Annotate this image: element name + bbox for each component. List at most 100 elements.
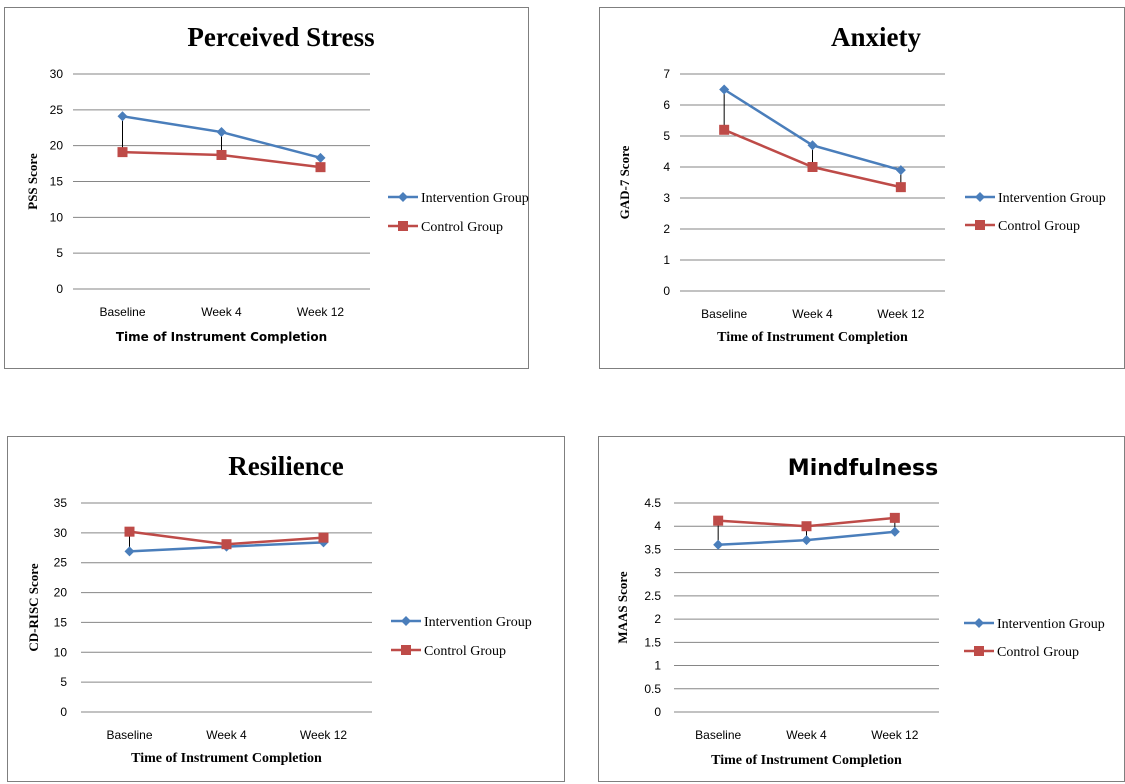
- data-point-control-group: [221, 539, 232, 550]
- x-axis-label: Time of Instrument Completion: [131, 751, 322, 766]
- x-tick-label: Baseline: [701, 307, 747, 321]
- chart-panel-mindfulness: Mindfulness 0 0.5 1 1.5 2 2.5 3 3.5 4 4.5 Baseline W…: [598, 436, 1125, 782]
- y-tick-label: 30: [50, 67, 64, 81]
- data-point-control-group: [117, 147, 128, 158]
- y-tick-label: 15: [50, 175, 64, 189]
- data-point-control-group: [315, 162, 326, 173]
- y-tick-label: 2: [654, 612, 661, 626]
- data-point-intervention-group: [719, 84, 730, 95]
- y-tick-label: 5: [56, 246, 63, 260]
- legend-label: Intervention Group: [998, 191, 1106, 206]
- legend-label: Intervention Group: [424, 615, 532, 630]
- y-tick-label: 1: [654, 659, 661, 673]
- data-point-control-group: [895, 182, 906, 193]
- data-point-control-group: [889, 512, 900, 523]
- y-tick-label: 3: [663, 191, 670, 205]
- legend-label: Control Group: [997, 645, 1079, 660]
- y-tick-label: 20: [50, 139, 64, 153]
- y-tick-label: 6: [663, 98, 670, 112]
- legend-marker: [975, 220, 985, 230]
- y-tick-label: 0: [663, 284, 670, 298]
- data-point-intervention-group: [117, 111, 128, 122]
- y-axis-label: MAAS Score: [615, 571, 630, 644]
- y-tick-label: 0: [56, 282, 63, 296]
- y-axis-label: PSS Score: [25, 153, 40, 210]
- data-point-intervention-group: [124, 546, 135, 557]
- legend-label: Intervention Group: [421, 191, 529, 206]
- legend-label: Control Group: [421, 220, 503, 235]
- chart-anxiety: Anxiety 0 1 2 3 4 5 6 7 Baseline Week 4 Week 12 Time…: [617, 22, 1106, 345]
- data-point-control-group: [216, 149, 227, 160]
- y-tick-label: 3: [654, 566, 661, 580]
- legend-marker: [974, 618, 984, 628]
- data-point-intervention-group: [801, 535, 812, 546]
- chart-title: Perceived Stress: [187, 22, 374, 52]
- x-tick-label: Week 12: [877, 307, 924, 321]
- data-point-intervention-group: [216, 127, 227, 138]
- chart-panel-anxiety: Anxiety 0 1 2 3 4 5 6 7 Baseline Week 4 Week 12 Time…: [599, 7, 1125, 369]
- y-tick-label: 7: [663, 67, 670, 81]
- y-tick-label: 25: [54, 556, 68, 570]
- x-tick-label: Week 4: [786, 728, 827, 742]
- x-axis-label: Time of Instrument Completion: [116, 330, 327, 344]
- y-axis-label: GAD-7 Score: [617, 145, 632, 219]
- data-point-intervention-group: [889, 526, 900, 537]
- y-tick-label: 25: [50, 103, 64, 117]
- chart-panel-perceived-stress: Perceived Stress 0 5 10 15 20 25 30 Baseline Week…: [4, 7, 529, 369]
- y-tick-label: 5: [663, 129, 670, 143]
- y-axis-label: CD-RISC Score: [26, 563, 41, 651]
- y-tick-label: 10: [50, 210, 64, 224]
- y-tick-label: 0: [654, 705, 661, 719]
- y-tick-label: 4: [654, 519, 661, 533]
- chart-title: Mindfulness: [788, 456, 938, 481]
- legend-label: Intervention Group: [997, 617, 1105, 632]
- legend-marker: [398, 221, 408, 231]
- x-tick-label: Week 12: [300, 728, 347, 742]
- y-tick-label: 2.5: [644, 589, 661, 603]
- y-tick-label: 3.5: [644, 542, 661, 556]
- data-point-control-group: [124, 526, 135, 537]
- data-point-intervention-group: [807, 140, 818, 151]
- y-tick-label: 1: [663, 253, 670, 267]
- legend-marker: [401, 616, 411, 626]
- y-tick-label: 1.5: [644, 635, 661, 649]
- y-tick-label: 4.5: [644, 496, 661, 510]
- data-point-control-group: [719, 124, 730, 135]
- x-tick-label: Baseline: [106, 728, 152, 742]
- y-tick-label: 30: [54, 526, 68, 540]
- y-tick-label: 20: [54, 586, 68, 600]
- data-point-intervention-group: [315, 152, 326, 163]
- data-point-control-group: [713, 515, 724, 526]
- legend-label: Control Group: [424, 644, 506, 659]
- x-tick-label: Week 4: [792, 307, 833, 321]
- y-tick-label: 5: [60, 675, 67, 689]
- data-point-control-group: [318, 532, 329, 543]
- y-tick-label: 0: [60, 705, 67, 719]
- x-tick-label: Week 12: [871, 728, 918, 742]
- x-tick-label: Week 12: [297, 305, 344, 319]
- chart-perceived-stress: Perceived Stress 0 5 10 15 20 25 30 Baseline Week…: [25, 22, 529, 344]
- data-point-control-group: [801, 521, 812, 532]
- chart-panel-resilience: Resilience 0 5 10 15 20 25 30 35 Baseline Week 4 We…: [7, 436, 565, 782]
- legend-marker: [401, 645, 411, 655]
- chart-resilience: Resilience 0 5 10 15 20 25 30 35 Baseline Week 4 We…: [26, 451, 532, 766]
- legend-marker: [398, 192, 408, 202]
- x-tick-label: Baseline: [695, 728, 741, 742]
- x-axis-label: Time of Instrument Completion: [717, 330, 908, 345]
- x-axis-label: Time of Instrument Completion: [711, 753, 902, 768]
- y-tick-label: 4: [663, 160, 670, 174]
- chart-title: Anxiety: [831, 22, 921, 52]
- legend-marker: [974, 646, 984, 656]
- y-tick-label: 2: [663, 222, 670, 236]
- data-point-intervention-group: [713, 539, 724, 550]
- x-tick-label: Baseline: [99, 305, 145, 319]
- y-tick-label: 35: [54, 496, 68, 510]
- x-tick-label: Week 4: [201, 305, 242, 319]
- chart-mindfulness: Mindfulness 0 0.5 1 1.5 2 2.5 3 3.5 4 4.5 Baseline W…: [615, 456, 1105, 768]
- data-point-control-group: [807, 162, 818, 172]
- chart-title: Resilience: [228, 451, 343, 481]
- legend-label: Control Group: [998, 219, 1080, 234]
- y-tick-label: 10: [54, 645, 68, 659]
- x-tick-label: Week 4: [206, 728, 247, 742]
- y-tick-label: 15: [54, 615, 68, 629]
